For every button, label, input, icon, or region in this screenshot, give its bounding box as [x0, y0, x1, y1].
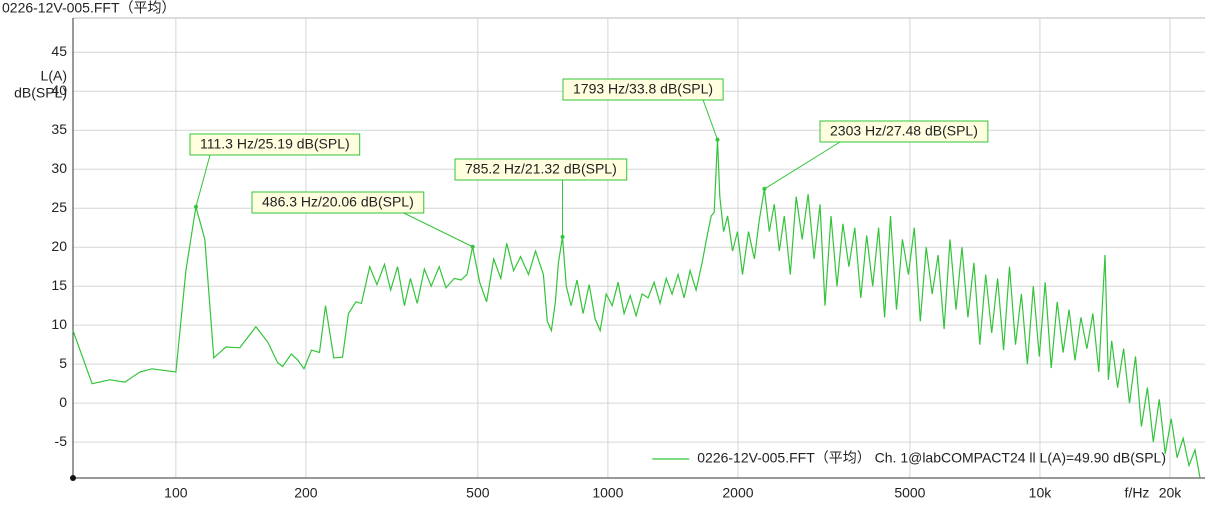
annotation-leader — [195, 154, 211, 207]
y-axis-label: L(A) — [41, 68, 67, 84]
annotation: 2303 Hz/27.48 dB(SPL) — [762, 120, 989, 191]
y-tick-label: 40 — [51, 82, 67, 98]
annotation-text: 111.3 Hz/25.19 dB(SPL) — [200, 136, 350, 152]
annotation-box — [819, 120, 989, 143]
annotation-box — [189, 133, 361, 156]
y-tick-label: 25 — [51, 199, 67, 215]
data-line — [72, 139, 1201, 478]
annotation: 111.3 Hz/25.19 dB(SPL) — [189, 133, 361, 209]
y-tick-label: 30 — [51, 160, 67, 176]
y-tick-label: 0 — [59, 394, 67, 410]
x-tick-label: 20k — [1159, 485, 1183, 501]
annotation-point — [193, 204, 198, 209]
annotation-box — [251, 191, 425, 214]
y-tick-label: 15 — [51, 277, 67, 293]
origin-dot — [70, 475, 76, 481]
y-tick-label: 10 — [51, 316, 67, 332]
annotation-text: 486.3 Hz/20.06 dB(SPL) — [262, 194, 414, 210]
x-tick-label: 200 — [294, 485, 318, 501]
chart-title: 0226-12V-005.FFT（平均） — [2, 0, 176, 16]
y-tick-label: 5 — [59, 355, 67, 371]
annotation-point — [762, 186, 767, 191]
x-tick-label: 5000 — [894, 485, 925, 501]
annotation: 1793 Hz/33.8 dB(SPL) — [562, 78, 724, 142]
x-tick-label: 1000 — [592, 485, 623, 501]
legend-label: 0226-12V-005.FFT（平均） Ch. 1@labCOMPACT24 … — [697, 450, 1166, 466]
x-tick-label: 500 — [466, 485, 490, 501]
annotation-point — [560, 234, 565, 239]
annotation-text: 2303 Hz/27.48 dB(SPL) — [830, 123, 978, 139]
annotation-point — [470, 244, 475, 249]
annotation-box — [454, 158, 628, 181]
x-tick-label: 10k — [1029, 485, 1053, 501]
annotation: 486.3 Hz/20.06 dB(SPL) — [251, 191, 475, 249]
legend-item: 0226-12V-005.FFT（平均） Ch. 1@labCOMPACT24 … — [652, 450, 1166, 466]
y-tick-label: 35 — [51, 121, 67, 137]
annotation-leader — [403, 212, 473, 248]
y-tick-label: 20 — [51, 238, 67, 254]
x-axis-label: f/Hz — [1125, 485, 1150, 501]
x-tick-label: 2000 — [722, 485, 753, 501]
y-tick-label: -5 — [55, 433, 68, 449]
annotation-box — [562, 78, 724, 101]
annotation: 785.2 Hz/21.32 dB(SPL) — [454, 158, 628, 239]
annotation-leader — [702, 99, 718, 140]
annotation-text: 1793 Hz/33.8 dB(SPL) — [573, 81, 713, 97]
annotation-leader — [764, 141, 841, 190]
annotation-text: 785.2 Hz/21.32 dB(SPL) — [465, 161, 617, 177]
x-tick-label: 100 — [164, 485, 188, 501]
y-axis-label: dB(SPL) — [14, 85, 67, 101]
y-tick-label: 45 — [51, 43, 67, 59]
annotation-point — [715, 137, 720, 142]
